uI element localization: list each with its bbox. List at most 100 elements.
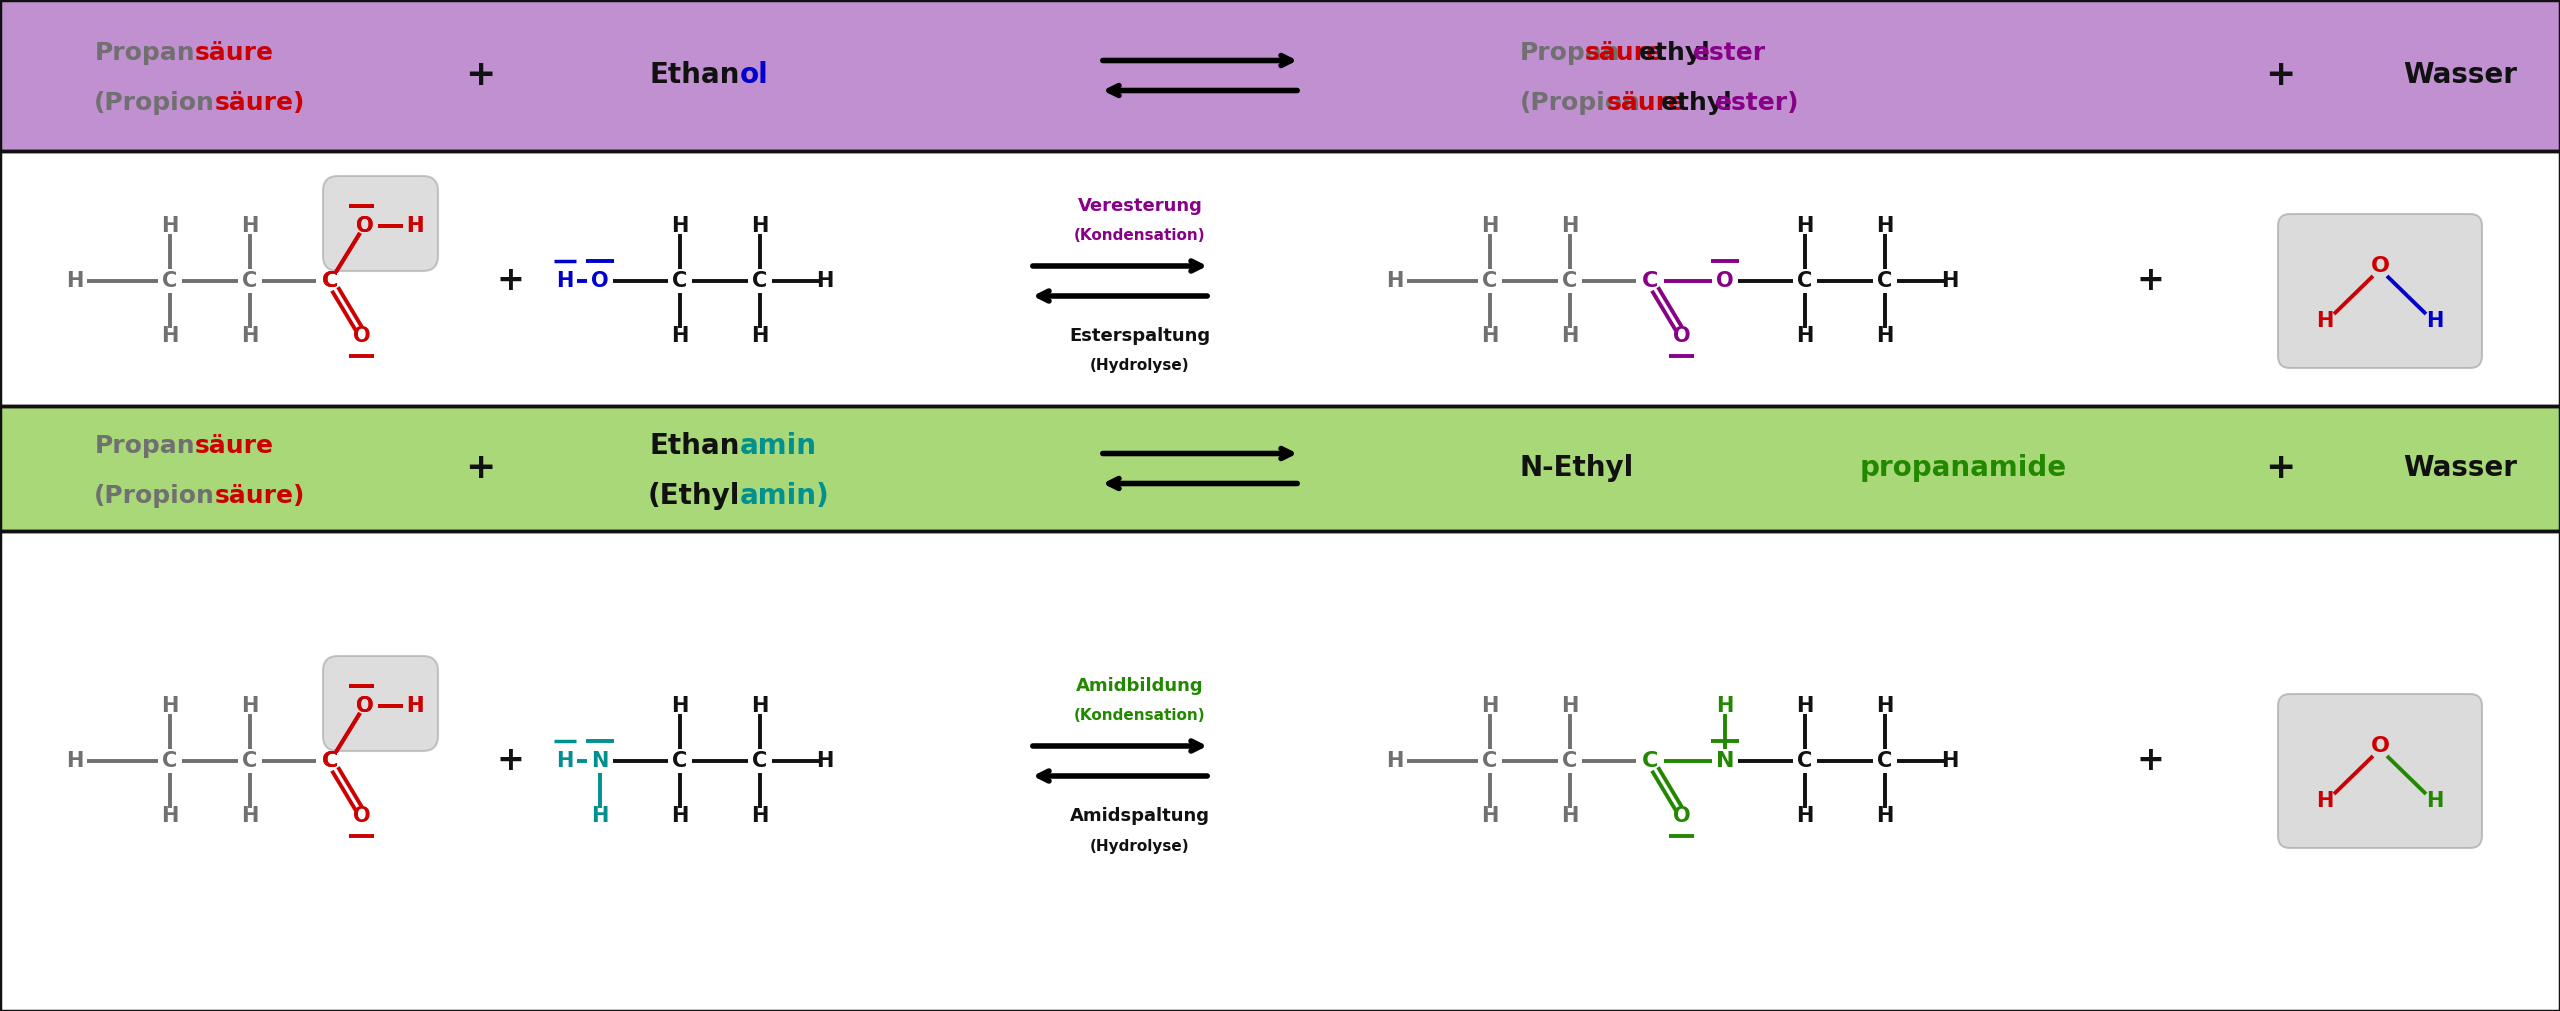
Text: Propansäure: Propansäure — [105, 41, 284, 66]
Text: säure: säure — [1585, 41, 1664, 66]
Text: H: H — [161, 806, 179, 826]
Text: C: C — [1562, 271, 1577, 291]
Text: H: H — [161, 696, 179, 716]
FancyBboxPatch shape — [2278, 694, 2483, 848]
Text: Veresterung: Veresterung — [1078, 197, 1203, 215]
Text: +: + — [2135, 744, 2163, 777]
Text: H: H — [1797, 326, 1812, 346]
Text: säure: säure — [1608, 92, 1684, 115]
Text: O: O — [2371, 256, 2388, 276]
Text: ethyl: ethyl — [1638, 41, 1710, 66]
Text: C: C — [1797, 271, 1812, 291]
Text: (Kondensation): (Kondensation) — [1075, 709, 1206, 724]
Text: C: C — [323, 751, 338, 771]
Text: N: N — [591, 751, 609, 771]
Text: (Kondensation): (Kondensation) — [1075, 228, 1206, 244]
Text: amin): amin) — [740, 482, 829, 511]
Text: C: C — [1641, 751, 1659, 771]
Text: Propan: Propan — [95, 435, 195, 459]
Text: H: H — [671, 696, 689, 716]
Text: H: H — [67, 271, 84, 291]
Text: H: H — [2427, 311, 2445, 331]
Text: Ethan: Ethan — [650, 62, 740, 90]
Text: Ethanamin: Ethanamin — [655, 433, 824, 460]
Text: H: H — [1482, 326, 1498, 346]
Text: O: O — [356, 216, 374, 236]
Text: säure: säure — [195, 435, 274, 459]
Text: H: H — [1562, 696, 1580, 716]
Text: C: C — [1797, 751, 1812, 771]
Text: +: + — [2266, 59, 2296, 92]
Text: C: C — [673, 751, 689, 771]
Text: H: H — [750, 216, 768, 236]
Text: H: H — [407, 696, 425, 716]
Text: +: + — [497, 265, 525, 297]
FancyBboxPatch shape — [323, 176, 438, 271]
Text: Amidbildung: Amidbildung — [1075, 677, 1203, 695]
Text: N: N — [1715, 751, 1733, 771]
Text: C: C — [161, 271, 177, 291]
Text: H: H — [1562, 326, 1580, 346]
Text: H: H — [556, 271, 573, 291]
Text: O: O — [356, 216, 374, 236]
Text: H: H — [1388, 751, 1403, 771]
Text: (Propionsäure): (Propionsäure) — [110, 92, 320, 115]
Text: O: O — [1715, 271, 1733, 291]
Text: amin: amin — [740, 433, 817, 460]
Text: ester: ester — [1692, 41, 1766, 66]
Text: C: C — [1562, 751, 1577, 771]
Text: C: C — [1482, 271, 1498, 291]
Text: H: H — [161, 326, 179, 346]
Text: H: H — [1940, 271, 1958, 291]
Text: +: + — [2266, 452, 2296, 485]
Text: propanamide: propanamide — [1861, 455, 2066, 482]
Text: C: C — [323, 751, 338, 771]
Text: H: H — [241, 696, 259, 716]
Text: C: C — [243, 271, 259, 291]
Text: H: H — [750, 806, 768, 826]
Text: H: H — [1876, 216, 1894, 236]
Text: Wasser: Wasser — [2404, 455, 2516, 482]
Text: H: H — [2317, 311, 2335, 331]
Text: C: C — [1641, 271, 1659, 291]
Text: ester): ester) — [1715, 92, 1800, 115]
Text: H: H — [1482, 696, 1498, 716]
Text: H: H — [1562, 806, 1580, 826]
Text: H: H — [1797, 216, 1812, 236]
Text: H: H — [750, 696, 768, 716]
Text: Ethan: Ethan — [650, 433, 740, 460]
Text: Esterspaltung: Esterspaltung — [1070, 327, 1211, 345]
Text: Propan: Propan — [95, 41, 195, 66]
Text: C: C — [243, 751, 259, 771]
Text: H: H — [407, 216, 425, 236]
Text: +: + — [466, 59, 494, 92]
Text: H: H — [671, 216, 689, 236]
Text: H: H — [407, 216, 425, 236]
Text: (Hydrolyse): (Hydrolyse) — [1091, 838, 1190, 853]
Text: C: C — [673, 271, 689, 291]
Text: C: C — [1876, 751, 1892, 771]
Text: (Propion: (Propion — [95, 92, 215, 115]
Text: H: H — [161, 216, 179, 236]
Text: O: O — [356, 696, 374, 716]
FancyBboxPatch shape — [0, 0, 2560, 151]
Text: C: C — [1482, 751, 1498, 771]
Text: H: H — [241, 806, 259, 826]
Text: H: H — [591, 806, 609, 826]
Text: säure): säure) — [215, 484, 305, 509]
FancyBboxPatch shape — [0, 406, 2560, 531]
Text: Ethanol: Ethanol — [681, 62, 799, 90]
Text: O: O — [356, 696, 374, 716]
Text: N-Ethyl: N-Ethyl — [1521, 455, 1633, 482]
Text: C: C — [323, 271, 338, 291]
Text: H: H — [817, 751, 835, 771]
Text: H: H — [1482, 216, 1498, 236]
Text: C: C — [753, 271, 768, 291]
Text: H: H — [2317, 791, 2335, 811]
Text: (Propion: (Propion — [95, 484, 215, 509]
Text: O: O — [353, 806, 371, 826]
Text: Propan: Propan — [1521, 41, 1620, 66]
Text: säure): säure) — [215, 92, 305, 115]
Text: H: H — [1797, 696, 1812, 716]
Text: H: H — [671, 806, 689, 826]
